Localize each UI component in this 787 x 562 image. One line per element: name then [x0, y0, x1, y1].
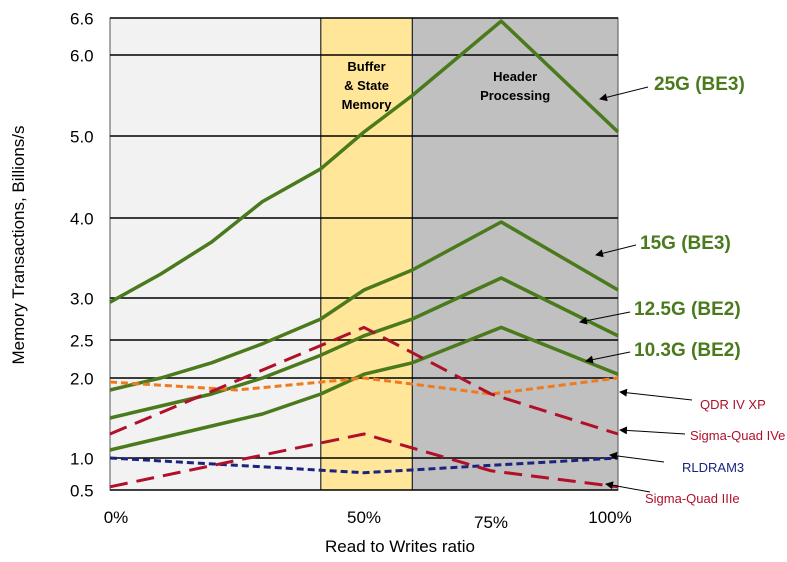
series-line-4 [109, 376, 619, 396]
series-label-leader [599, 86, 649, 102]
region-labels: Buffer & State Memory Header Processing [342, 59, 551, 112]
series-lines [109, 19, 620, 489]
series-labels: 25G (BE3) 15G (BE3) 12.5G (BE2) 10.3G (BE2)… [579, 74, 785, 506]
x-tick-labels: 0% 50% 75% 100% [104, 508, 632, 532]
x-tick-label: 50% [347, 508, 381, 527]
series-label-leader [605, 481, 651, 493]
series-line-2 [109, 276, 619, 420]
y-tick-label: 4.0 [70, 210, 94, 229]
x-tick-label: 0% [104, 508, 129, 527]
series-label-leader [609, 451, 665, 463]
series-line-5 [109, 325, 619, 436]
series-label: Sigma-Quad IIIe [645, 491, 740, 506]
y-axis-label: Memory Transactions, Billions/s [9, 125, 28, 364]
x-tick-label: 100% [588, 508, 631, 527]
region-label: Header Processing [480, 69, 550, 103]
series-label: RLDRAM3 [682, 460, 744, 475]
series-label-leader [619, 426, 686, 435]
y-tick-label: 3.0 [70, 290, 94, 309]
y-tick-label: 5.0 [70, 128, 94, 147]
series-label-leader [585, 351, 631, 364]
series-line-1 [109, 220, 619, 392]
series-label: 25G (BE3) [654, 74, 745, 95]
series-line-3 [109, 325, 619, 452]
series-label-leader [619, 388, 693, 401]
series-label: 12.5G (BE2) [634, 299, 741, 320]
series-label: 10.3G (BE2) [634, 340, 741, 361]
x-axis-label: Read to Writes ratio [325, 537, 475, 556]
series-label: QDR IV XP [700, 397, 766, 412]
series-line-6 [109, 456, 619, 475]
y-tick-label: 1.0 [70, 450, 94, 469]
series-label-leader [595, 244, 637, 258]
series-line-0 [109, 19, 620, 304]
series-label-leader [579, 311, 631, 325]
plot-regions [109, 17, 619, 491]
y-tick-label: 6.0 [70, 47, 94, 66]
region-2 [412, 18, 618, 490]
series-label: Sigma-Quad IVe [690, 428, 785, 443]
y-tick-label: 6.6 [70, 10, 94, 29]
region-1 [320, 18, 413, 490]
y-tick-label: 0.5 [70, 482, 94, 501]
region-label: Buffer & State Memory [342, 59, 393, 112]
series-label: 15G (BE3) [640, 233, 731, 254]
series-line-7 [109, 432, 619, 489]
y-tick-label: 2.0 [70, 370, 94, 389]
y-tick-labels: 6.6 6.0 5.0 4.0 3.0 2.5 2.0 1.0 0.5 [70, 10, 94, 501]
y-tick-label: 2.5 [70, 332, 94, 351]
x-tick-label: 75% [474, 513, 508, 532]
